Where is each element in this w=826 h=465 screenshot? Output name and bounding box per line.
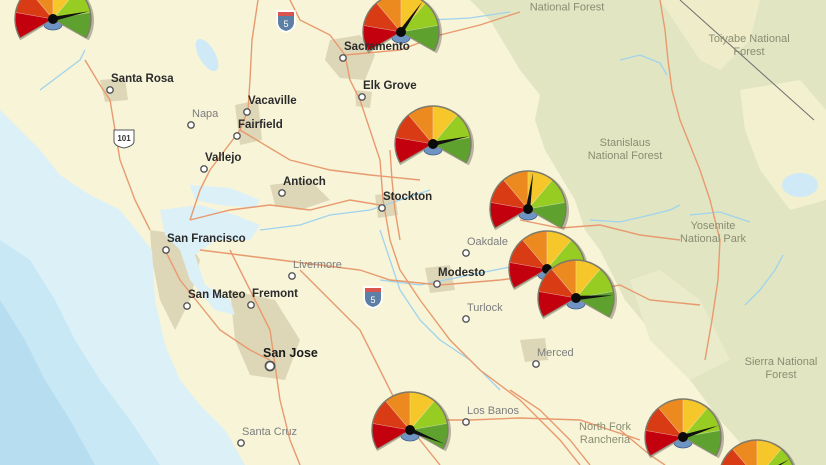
city-label-san-francisco: San Francisco bbox=[167, 233, 246, 245]
gauge-needle bbox=[409, 427, 445, 444]
urban-areas bbox=[100, 35, 548, 380]
city-label-santa-rosa: Santa Rosa bbox=[111, 73, 174, 85]
gauge-marker[interactable] bbox=[719, 439, 798, 465]
gauge-segment bbox=[52, 0, 70, 20]
area-label-yosemite-national-park: Yosemite National Park bbox=[679, 220, 747, 245]
interstate-shield-5: 5 bbox=[276, 10, 296, 33]
ocean bbox=[0, 110, 260, 465]
city-dot-fremont bbox=[247, 301, 255, 309]
city-label-oakdale: Oakdale bbox=[467, 236, 508, 248]
city-dot-san-mateo bbox=[183, 302, 191, 310]
city-dot-merced bbox=[532, 360, 540, 368]
area-label-north-fork-rancheria: North Fork Rancheria bbox=[579, 421, 631, 446]
gauge-marker[interactable] bbox=[14, 0, 94, 41]
interstate-shield-5: 5 bbox=[363, 286, 383, 309]
city-dot-modesto bbox=[433, 280, 441, 288]
forest-regions bbox=[470, 0, 826, 465]
gauge-needle bbox=[575, 295, 613, 301]
city-label-turlock: Turlock bbox=[467, 302, 503, 314]
city-label-vacaville: Vacaville bbox=[248, 95, 297, 107]
city-label-santa-cruz: Santa Cruz bbox=[242, 426, 298, 438]
gauge-hub bbox=[396, 27, 406, 37]
gauge-hub bbox=[571, 293, 581, 303]
city-dot-vallejo bbox=[200, 165, 208, 173]
city-markers bbox=[106, 54, 540, 447]
city-dot-napa bbox=[187, 121, 195, 129]
city-dot-santa-cruz bbox=[237, 439, 245, 447]
gauge-layer[interactable] bbox=[14, 0, 798, 465]
us-route-shield-101: 101 bbox=[113, 129, 135, 149]
area-label-stanislaus-national-forest: Stanislaus National Forest bbox=[587, 137, 663, 162]
gauge-hub bbox=[405, 425, 415, 435]
city-dot-stockton bbox=[378, 204, 386, 212]
city-label-fremont: Fremont bbox=[252, 288, 298, 300]
city-dot-antioch bbox=[278, 189, 286, 197]
city-dot-los-banos bbox=[462, 418, 470, 426]
gauge-needle bbox=[432, 136, 470, 147]
city-label-livermore: Livermore bbox=[293, 259, 342, 271]
city-label-napa: Napa bbox=[192, 108, 219, 120]
gauge-marker[interactable] bbox=[394, 105, 474, 166]
city-label-sacramento: Sacramento bbox=[344, 41, 410, 53]
area-label-sierra-national-forest: Sierra National Forest bbox=[744, 356, 818, 381]
svg-text:5: 5 bbox=[370, 295, 375, 305]
city-dot-san-jose bbox=[264, 360, 276, 372]
city-dot-elk-grove bbox=[358, 93, 366, 101]
city-label-merced: Merced bbox=[537, 347, 574, 359]
gauge-needle bbox=[399, 1, 423, 34]
area-label-national-forest: National Forest bbox=[529, 1, 605, 14]
state-border bbox=[679, 0, 815, 121]
gauge-hub bbox=[48, 14, 58, 24]
city-dot-turlock bbox=[462, 315, 470, 323]
city-dot-sacramento bbox=[339, 54, 347, 62]
gauge-hub bbox=[523, 204, 533, 214]
lakes bbox=[195, 38, 818, 197]
city-label-fairfield: Fairfield bbox=[238, 119, 283, 131]
city-dot-vacaville bbox=[243, 108, 251, 116]
city-label-stockton: Stockton bbox=[383, 191, 433, 203]
gauge-marker[interactable] bbox=[644, 398, 724, 459]
svg-text:5: 5 bbox=[283, 19, 288, 29]
city-label-san-mateo: San Mateo bbox=[188, 289, 246, 301]
gauge-marker[interactable] bbox=[371, 391, 451, 452]
city-label-los-banos: Los Banos bbox=[467, 405, 519, 417]
gauge-marker[interactable] bbox=[537, 259, 617, 320]
city-dot-fairfield bbox=[233, 132, 241, 140]
gauge-segment bbox=[36, 0, 54, 20]
gauge-needle bbox=[682, 425, 719, 440]
city-dot-livermore bbox=[288, 272, 296, 280]
gauge-needle bbox=[525, 172, 534, 210]
city-dot-oakdale bbox=[462, 249, 470, 257]
area-label-toiyabe-national-forest: Toiyabe National Forest bbox=[708, 33, 790, 58]
gauge-marker[interactable] bbox=[362, 0, 442, 54]
city-label-antioch: Antioch bbox=[283, 176, 326, 188]
city-label-elk-grove: Elk Grove bbox=[363, 80, 417, 92]
gauge-hub bbox=[428, 139, 438, 149]
city-label-modesto: Modesto bbox=[438, 267, 486, 279]
highway-shields: 5 5 101 bbox=[113, 10, 383, 309]
city-dot-santa-rosa bbox=[106, 86, 114, 94]
gauge-marker[interactable] bbox=[489, 170, 569, 231]
city-label-vallejo: Vallejo bbox=[205, 152, 242, 164]
gauge-hub bbox=[678, 432, 688, 442]
city-dot-san-francisco bbox=[162, 246, 170, 254]
city-label-san-jose: San Jose bbox=[263, 346, 318, 360]
svg-text:101: 101 bbox=[117, 134, 131, 143]
gauge-needle bbox=[52, 11, 90, 22]
